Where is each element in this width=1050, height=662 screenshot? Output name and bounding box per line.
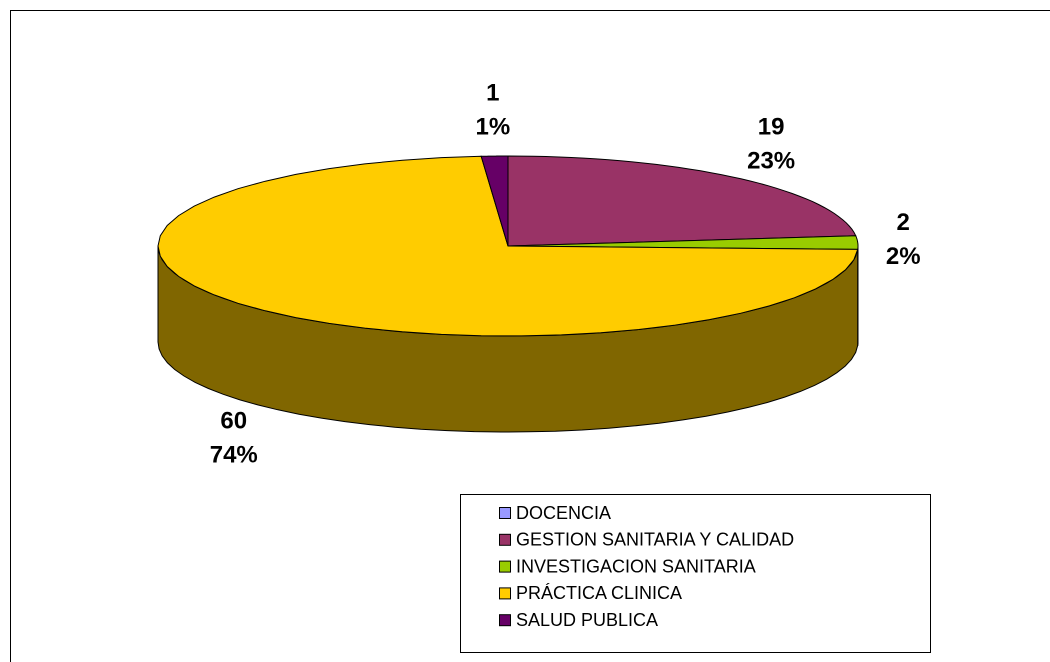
value-label: 2 bbox=[897, 209, 910, 236]
legend-label: DOCENCIA bbox=[516, 503, 611, 523]
percent-label: 23% bbox=[747, 148, 795, 175]
legend-label: SALUD PUBLICA bbox=[516, 610, 658, 630]
legend-label: INVESTIGACION SANITARIA bbox=[516, 556, 756, 576]
value-label: 1 bbox=[486, 79, 499, 106]
value-label: 60 bbox=[220, 408, 247, 435]
slice bbox=[507, 235, 859, 250]
slice bbox=[480, 155, 509, 247]
legend-box bbox=[460, 494, 931, 653]
legend-swatch bbox=[499, 533, 511, 546]
value-label: 19 bbox=[758, 114, 785, 141]
legend-label: GESTION SANITARIA Y CALIDAD bbox=[516, 530, 794, 550]
legend-swatch bbox=[499, 614, 511, 627]
slice bbox=[157, 155, 859, 337]
percent-label: 1% bbox=[476, 113, 511, 140]
legend-swatch bbox=[499, 560, 511, 573]
legend-swatch bbox=[499, 587, 511, 600]
legend-swatch bbox=[499, 507, 511, 519]
percent-label: 74% bbox=[210, 442, 258, 469]
percent-label: 2% bbox=[886, 243, 921, 270]
slice bbox=[507, 155, 857, 247]
legend-label: PRÁCTICA CLINICA bbox=[516, 583, 682, 603]
